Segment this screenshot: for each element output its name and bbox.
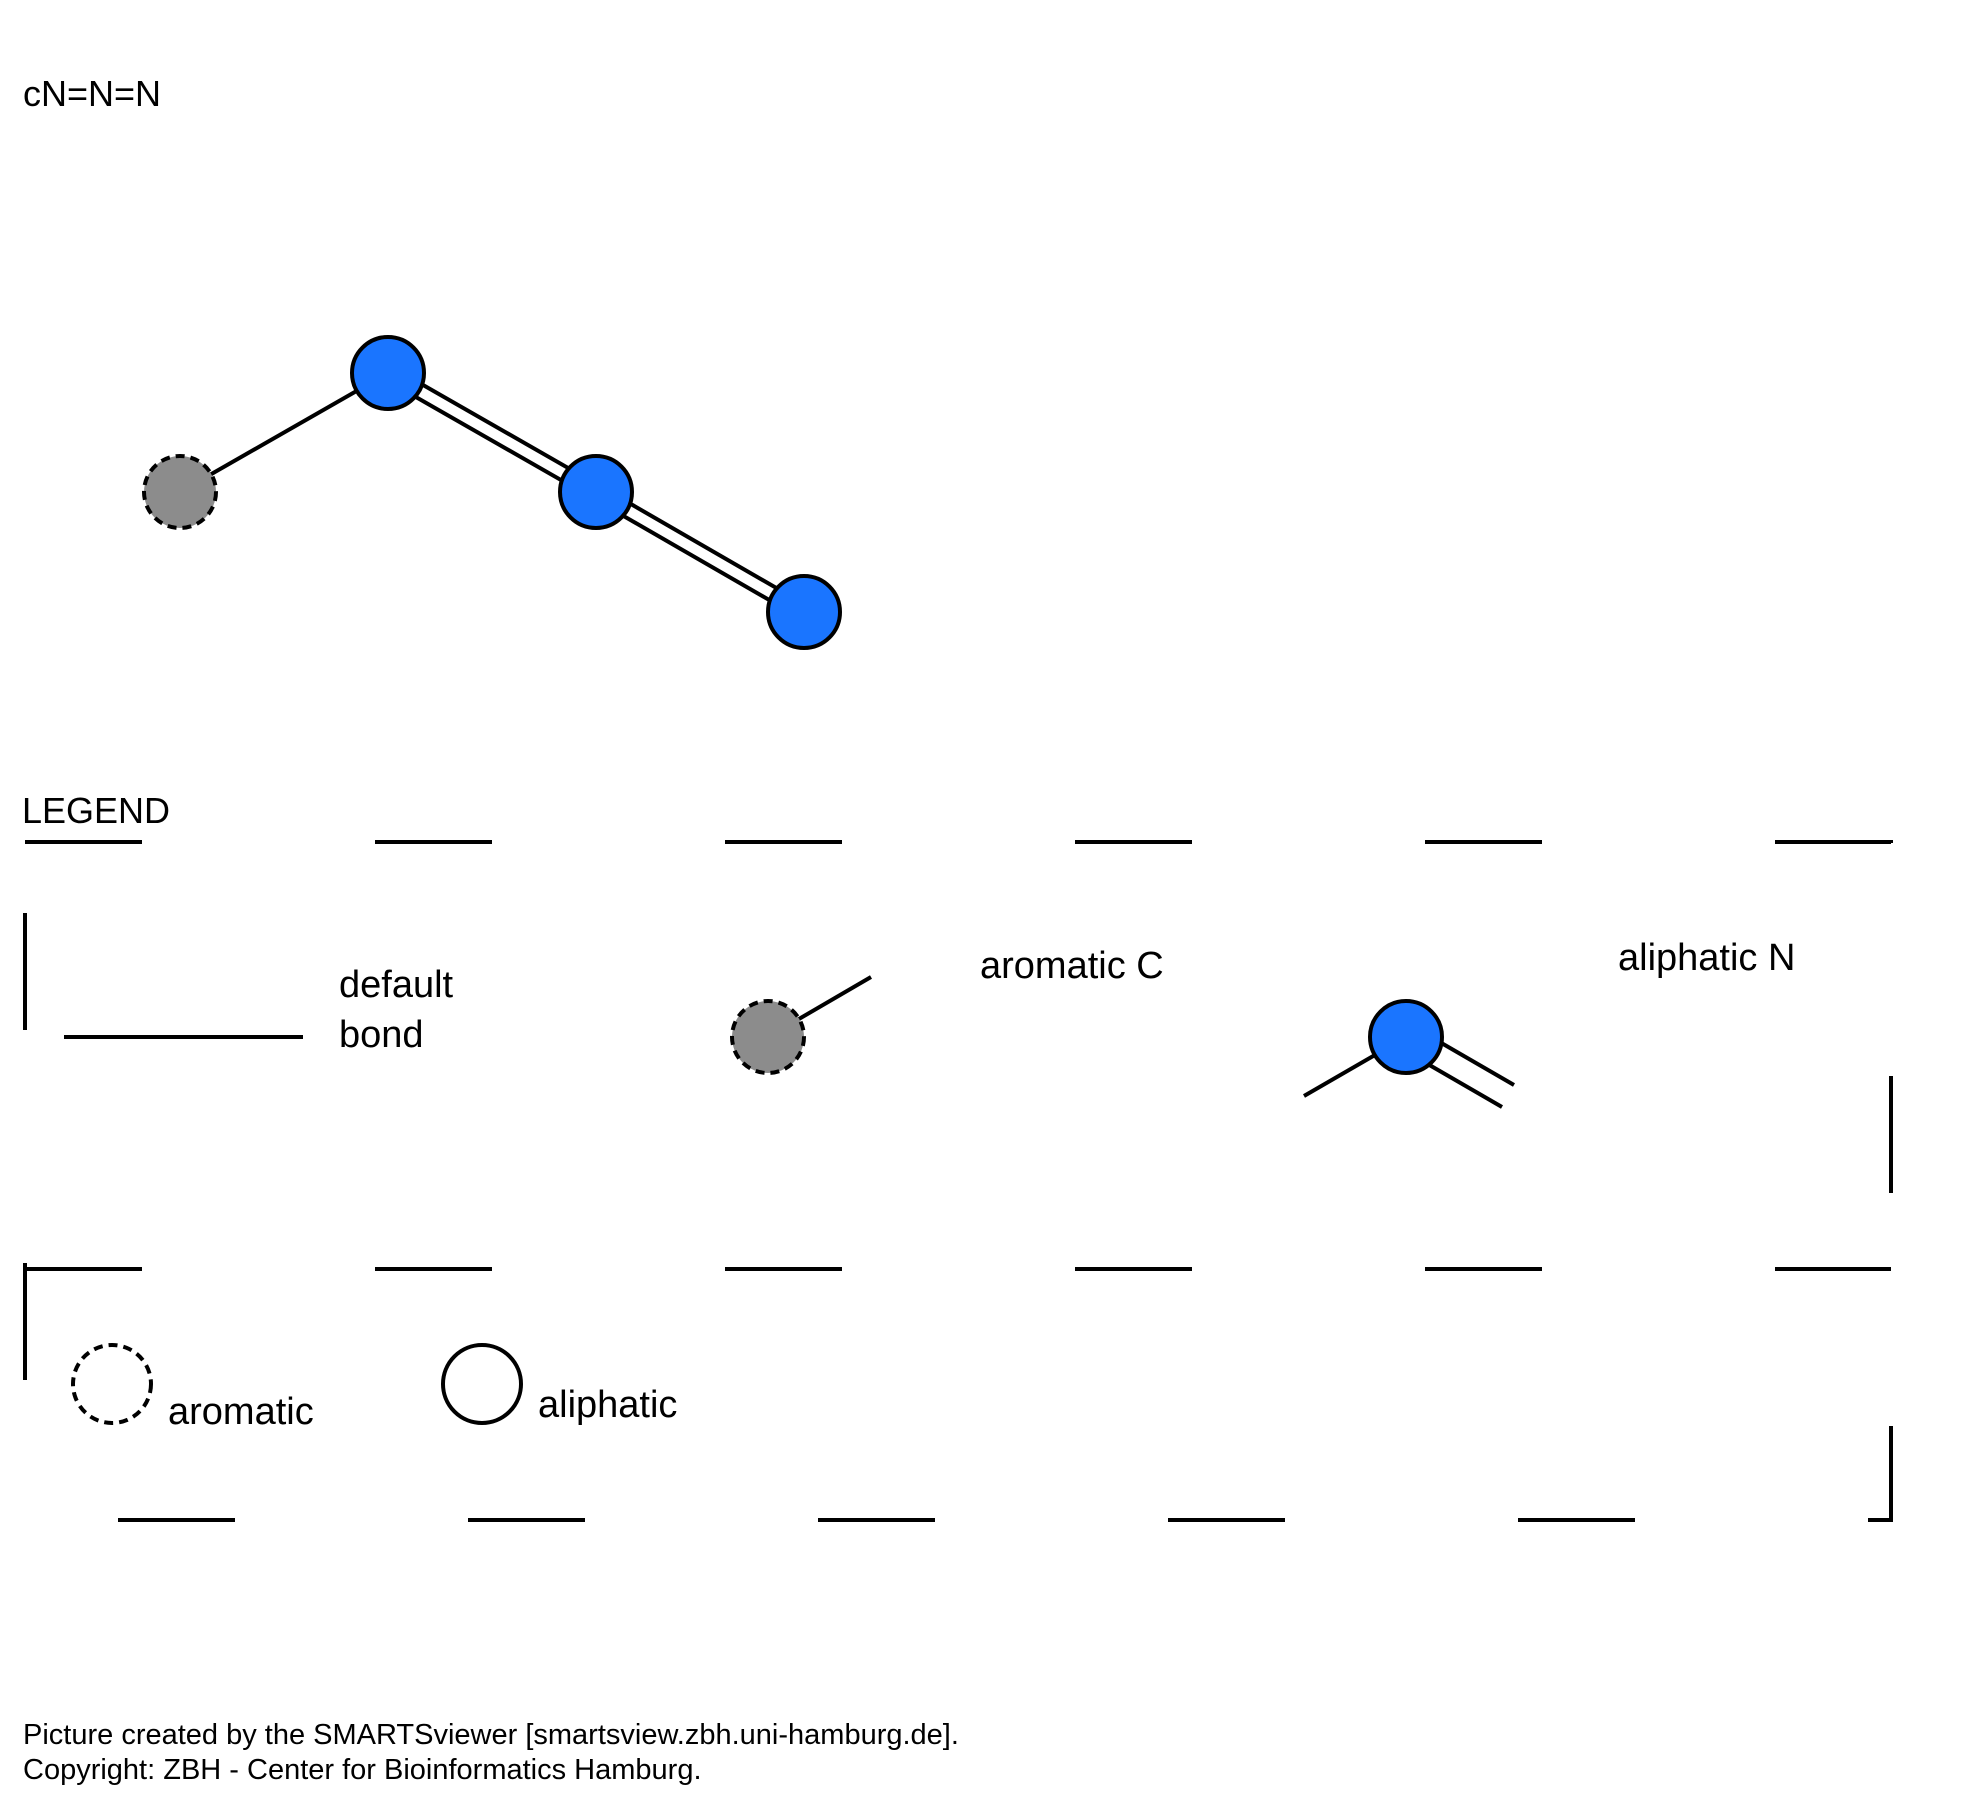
aromatic-ring-symbol — [71, 1343, 153, 1425]
aromatic-c-label: aromatic C — [980, 945, 1164, 987]
aromatic-label: aromatic — [168, 1391, 314, 1433]
bond-2-line-0 — [598, 484, 809, 608]
legend-title: LEGEND — [22, 790, 170, 831]
legend-frame — [23, 840, 1893, 1522]
legend-ring-styles: aromatic aliphatic — [71, 1343, 677, 1433]
smarts-string: cN=N=N — [23, 73, 161, 114]
atom-3-aliphatic-n — [766, 574, 842, 650]
aliphatic-ring-symbol — [441, 1343, 523, 1425]
legend-aromatic-c: aromatic C — [730, 945, 1164, 1075]
aromatic-c-atom — [730, 999, 806, 1075]
legend-default-bond: default bond — [64, 964, 454, 1056]
atom-2-aliphatic-n — [558, 454, 634, 530]
molecule — [142, 335, 842, 650]
bond-1-line-0 — [390, 365, 601, 488]
default-bond-label-2: bond — [339, 1014, 424, 1056]
legend-aliphatic-n: aliphatic N — [1302, 937, 1795, 1109]
aliphatic-label: aliphatic — [538, 1384, 677, 1426]
footer-copyright: Copyright: ZBH - Center for Bioinformati… — [23, 1754, 702, 1786]
bond-1-line-1 — [383, 377, 594, 500]
legend-outer-border — [23, 840, 1893, 1522]
aliphatic-n-label: aliphatic N — [1618, 937, 1795, 979]
atom-0-aromatic-c — [142, 454, 218, 530]
footer-credit: Picture created by the SMARTSviewer [sma… — [23, 1719, 959, 1751]
bond-2-line-1 — [591, 496, 802, 620]
bond-0 — [179, 371, 389, 494]
default-bond-label-1: default — [339, 964, 454, 1006]
aliphatic-n-atom — [1368, 999, 1444, 1075]
atom-1-aliphatic-n — [350, 335, 426, 411]
